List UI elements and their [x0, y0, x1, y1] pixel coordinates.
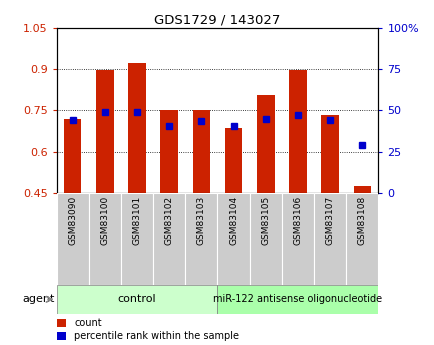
Bar: [96, 70, 113, 193]
Text: GSM83105: GSM83105: [261, 196, 270, 245]
Bar: [185, 193, 217, 285]
Bar: [256, 95, 274, 193]
Bar: [224, 128, 242, 193]
Text: GSM83107: GSM83107: [325, 196, 334, 245]
Bar: [192, 110, 210, 193]
Bar: [289, 70, 306, 193]
Bar: [353, 186, 370, 193]
Bar: [345, 193, 378, 285]
Bar: [321, 115, 338, 193]
Text: GSM83104: GSM83104: [229, 196, 237, 245]
Bar: [128, 63, 145, 193]
Bar: [56, 332, 66, 340]
Text: GSM83106: GSM83106: [293, 196, 302, 245]
Text: GSM83102: GSM83102: [164, 196, 173, 245]
Text: count: count: [74, 318, 102, 328]
Bar: [281, 193, 313, 285]
Text: percentile rank within the sample: percentile rank within the sample: [74, 331, 239, 341]
Bar: [249, 193, 281, 285]
Text: GSM83101: GSM83101: [132, 196, 141, 245]
Bar: [64, 119, 81, 193]
Text: GSM83103: GSM83103: [197, 196, 205, 245]
Bar: [56, 285, 217, 314]
Bar: [56, 319, 66, 327]
Text: control: control: [118, 294, 156, 304]
Bar: [217, 193, 249, 285]
Text: miR-122 antisense oligonucleotide: miR-122 antisense oligonucleotide: [213, 294, 381, 304]
Bar: [153, 193, 185, 285]
Bar: [313, 193, 345, 285]
Bar: [121, 193, 153, 285]
Text: GSM83090: GSM83090: [68, 196, 77, 245]
Text: agent: agent: [23, 294, 55, 304]
Bar: [160, 110, 178, 193]
Bar: [56, 193, 89, 285]
Bar: [89, 193, 121, 285]
Bar: [217, 285, 378, 314]
Text: GSM83100: GSM83100: [100, 196, 109, 245]
Text: GSM83108: GSM83108: [357, 196, 366, 245]
Title: GDS1729 / 143027: GDS1729 / 143027: [154, 13, 280, 27]
